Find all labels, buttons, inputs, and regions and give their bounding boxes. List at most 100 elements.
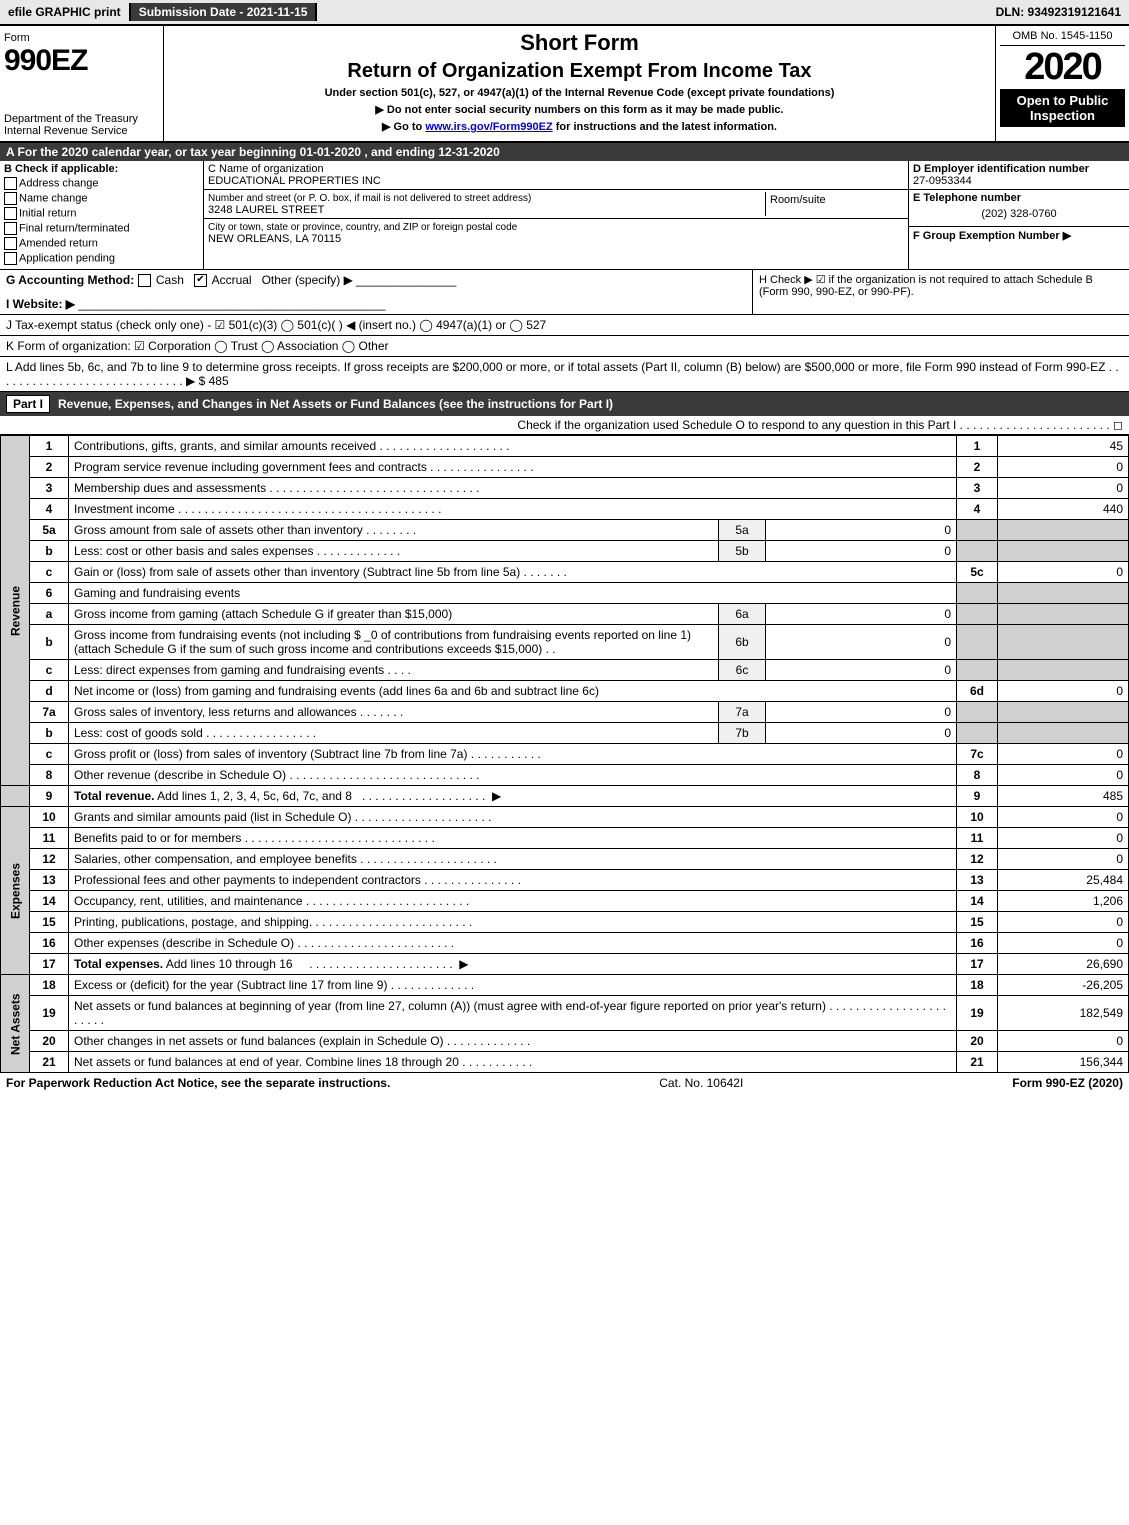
part1-header: Part I Revenue, Expenses, and Changes in… — [0, 392, 1129, 416]
line-17-desc: Total expenses. Add lines 10 through 16 … — [69, 954, 957, 975]
line-6a-subval: 0 — [766, 604, 957, 625]
line-20-desc: Other changes in net assets or fund bala… — [69, 1031, 957, 1052]
city-label: City or town, state or province, country… — [208, 222, 517, 233]
info-block: B Check if applicable: Address change Na… — [0, 161, 1129, 270]
line-6a-greycol — [957, 604, 998, 625]
check-amended-return[interactable]: Amended return — [4, 237, 199, 250]
section-b-checkboxes: B Check if applicable: Address change Na… — [0, 161, 204, 269]
line-7b-subval: 0 — [766, 723, 957, 744]
line-3-num: 3 — [30, 478, 69, 499]
part1-title: Revenue, Expenses, and Changes in Net As… — [58, 397, 613, 411]
line-6c-desc: Less: direct expenses from gaming and fu… — [69, 660, 719, 681]
line-18-col: 18 — [957, 975, 998, 996]
section-c-org: C Name of organization EDUCATIONAL PROPE… — [204, 161, 909, 269]
line-13-num: 13 — [30, 870, 69, 891]
line-6a-desc: Gross income from gaming (attach Schedul… — [69, 604, 719, 625]
check-final-return[interactable]: Final return/terminated — [4, 222, 199, 235]
line-7b-subnum: 7b — [719, 723, 766, 744]
line-10-num: 10 — [30, 807, 69, 828]
line-6b-subnum: 6b — [719, 625, 766, 660]
accounting-options: Cash Accrual Other (specify) ▶ _________… — [138, 273, 457, 287]
line-6b-num: b — [30, 625, 69, 660]
check-name-change[interactable]: Name change — [4, 192, 199, 205]
line-2-desc: Program service revenue including govern… — [69, 457, 957, 478]
accounting-method-label: G Accounting Method: — [6, 273, 134, 287]
line-11-val: 0 — [998, 828, 1129, 849]
line-12-col: 12 — [957, 849, 998, 870]
line-16-num: 16 — [30, 933, 69, 954]
line-6c-subval: 0 — [766, 660, 957, 681]
form-header: Form 990EZ Department of the Treasury In… — [0, 26, 1129, 143]
irs-link[interactable]: www.irs.gov/Form990EZ — [425, 121, 552, 133]
line-17-col: 17 — [957, 954, 998, 975]
line-6b-greycol — [957, 625, 998, 660]
line-6a-num: a — [30, 604, 69, 625]
line-7a-greycol — [957, 702, 998, 723]
line-6a-greyval — [998, 604, 1129, 625]
line-10-desc: Grants and similar amounts paid (list in… — [69, 807, 957, 828]
line-5b-greycol — [957, 541, 998, 562]
line-18-val: -26,205 — [998, 975, 1129, 996]
line-19-num: 19 — [30, 996, 69, 1031]
line-9-side — [1, 786, 30, 807]
line-4-col: 4 — [957, 499, 998, 520]
line-10-val: 0 — [998, 807, 1129, 828]
line-13-val: 25,484 — [998, 870, 1129, 891]
row-l: L Add lines 5b, 6c, and 7b to line 9 to … — [0, 357, 1129, 392]
line-6-num: 6 — [30, 583, 69, 604]
efile-label: efile GRAPHIC print — [0, 3, 131, 21]
goto-instruction: ▶ Go to www.irs.gov/Form990EZ for instru… — [168, 120, 991, 133]
check-application-pending[interactable]: Application pending — [4, 252, 199, 265]
ein-label: D Employer identification number — [913, 163, 1089, 175]
line-5a-num: 5a — [30, 520, 69, 541]
line-8-val: 0 — [998, 765, 1129, 786]
dln: DLN: 93492319121641 — [988, 3, 1129, 21]
line-16-desc: Other expenses (describe in Schedule O) … — [69, 933, 957, 954]
phone-label: E Telephone number — [913, 192, 1021, 204]
line-11-desc: Benefits paid to or for members . . . . … — [69, 828, 957, 849]
line-14-col: 14 — [957, 891, 998, 912]
check-initial-return[interactable]: Initial return — [4, 207, 199, 220]
tax-year-row: A For the 2020 calendar year, or tax yea… — [0, 143, 1129, 161]
row-g-h: G Accounting Method: Cash Accrual Other … — [0, 270, 1129, 315]
line-9-desc: Total revenue. Add lines 1, 2, 3, 4, 5c,… — [69, 786, 957, 807]
line-6d-col: 6d — [957, 681, 998, 702]
line-9-val: 485 — [998, 786, 1129, 807]
line-7b-num: b — [30, 723, 69, 744]
line-5a-greycol — [957, 520, 998, 541]
form-table: Revenue 1 Contributions, gifts, grants, … — [0, 435, 1129, 1073]
line-13-desc: Professional fees and other payments to … — [69, 870, 957, 891]
line-6-greyval — [998, 583, 1129, 604]
line-5a-desc: Gross amount from sale of assets other t… — [69, 520, 719, 541]
line-2-num: 2 — [30, 457, 69, 478]
cat-number: Cat. No. 10642I — [659, 1076, 743, 1090]
ein: 27-0953344 — [913, 175, 972, 187]
line-3-desc: Membership dues and assessments . . . . … — [69, 478, 957, 499]
line-18-desc: Excess or (deficit) for the year (Subtra… — [69, 975, 957, 996]
line-1-col: 1 — [957, 436, 998, 457]
line-6d-num: d — [30, 681, 69, 702]
line-15-val: 0 — [998, 912, 1129, 933]
line-8-num: 8 — [30, 765, 69, 786]
group-exemption-label: F Group Exemption Number ▶ — [913, 230, 1071, 242]
line-6c-subnum: 6c — [719, 660, 766, 681]
line-12-num: 12 — [30, 849, 69, 870]
line-6b-desc: Gross income from fundraising events (no… — [69, 625, 719, 660]
line-21-col: 21 — [957, 1052, 998, 1073]
street-address: 3248 LAUREL STREET — [208, 204, 324, 216]
section-h: H Check ▶ ☑ if the organization is not r… — [753, 270, 1129, 314]
line-5b-greyval — [998, 541, 1129, 562]
netassets-side-label: Net Assets — [1, 975, 30, 1073]
form-ref: Form 990-EZ (2020) — [1012, 1076, 1123, 1090]
line-11-num: 11 — [30, 828, 69, 849]
line-6c-num: c — [30, 660, 69, 681]
line-12-desc: Salaries, other compensation, and employ… — [69, 849, 957, 870]
page-footer: For Paperwork Reduction Act Notice, see … — [0, 1073, 1129, 1093]
line-15-col: 15 — [957, 912, 998, 933]
line-5c-num: c — [30, 562, 69, 583]
line-3-val: 0 — [998, 478, 1129, 499]
line-4-num: 4 — [30, 499, 69, 520]
line-14-num: 14 — [30, 891, 69, 912]
check-address-change[interactable]: Address change — [4, 177, 199, 190]
line-6-desc: Gaming and fundraising events — [69, 583, 957, 604]
